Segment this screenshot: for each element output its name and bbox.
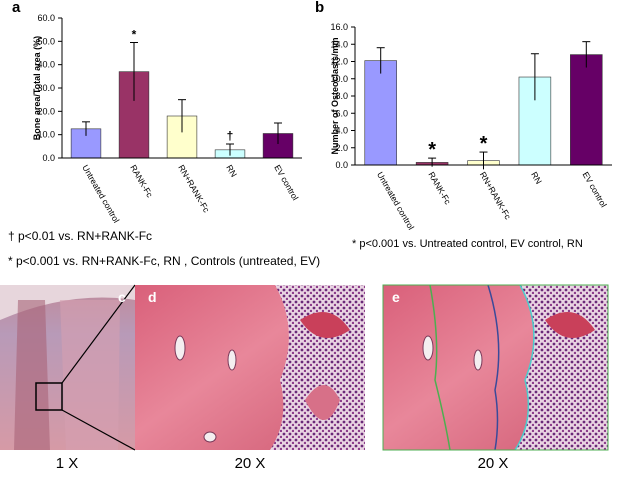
panel-label: a (12, 0, 21, 16)
y-tick-label: 4.0 (335, 126, 348, 136)
x-tick-label: RANK-Fc (426, 170, 453, 207)
y-tick-label: 0.0 (335, 160, 348, 170)
x-tick-label: Untreated control (375, 170, 416, 232)
y-tick-label: 30.0 (37, 83, 55, 93)
x-tick-label: Untreated control (80, 163, 121, 225)
y-tick-label: 12.0 (330, 57, 348, 67)
y-tick-label: 40.0 (37, 60, 55, 70)
magnification-label: 20 X (478, 455, 509, 472)
x-tick-label: RN (529, 170, 544, 186)
footnote: † p<0.01 vs. RN+RANK-Fc (8, 229, 152, 243)
y-tick-label: 14.0 (330, 39, 348, 49)
magnification-label: 1 X (56, 455, 79, 472)
x-tick-label: EV control (272, 163, 300, 202)
x-tick-label: RANK-Fc (128, 163, 155, 200)
x-tick-label: RN (224, 163, 239, 179)
footnote: * p<0.001 vs. Untreated control, EV cont… (352, 238, 583, 250)
y-tick-label: 2.0 (335, 143, 348, 153)
magnification-label: 20 X (235, 455, 266, 472)
y-tick-label: 60.0 (37, 13, 55, 23)
annotation: * (428, 139, 436, 161)
x-tick-label: RN+RANK-Fc (478, 170, 514, 222)
y-tick-label: 10.0 (330, 74, 348, 84)
panel-label: e (392, 289, 400, 305)
annotation: * (480, 133, 488, 155)
panel-label: b (315, 0, 324, 16)
x-tick-label: RN+RANK-Fc (176, 163, 212, 215)
y-tick-label: 20.0 (37, 106, 55, 116)
y-tick-label: 16.0 (330, 22, 348, 32)
y-tick-label: 10.0 (37, 130, 55, 140)
micrograph-d (135, 285, 365, 450)
bar (364, 60, 397, 166)
y-tick-label: 0.0 (42, 153, 55, 163)
annotation: * (132, 28, 137, 42)
micrograph-c (0, 284, 136, 451)
bar (570, 54, 603, 166)
y-axis-label: Bone area/Total area (%) (32, 36, 42, 140)
x-tick-label: EV control (581, 170, 609, 209)
y-axis-label: Number of Osteoclasts/mm (330, 37, 340, 154)
y-tick-label: 50.0 (37, 36, 55, 46)
panel-label: c (118, 289, 126, 305)
panel-label: d (148, 289, 157, 305)
micrograph-e (382, 284, 609, 451)
y-tick-label: 8.0 (335, 91, 348, 101)
y-tick-label: 6.0 (335, 108, 348, 118)
annotation: † (227, 129, 234, 143)
footnote: * p<0.001 vs. RN+RANK-Fc, RN , Controls … (8, 254, 320, 268)
